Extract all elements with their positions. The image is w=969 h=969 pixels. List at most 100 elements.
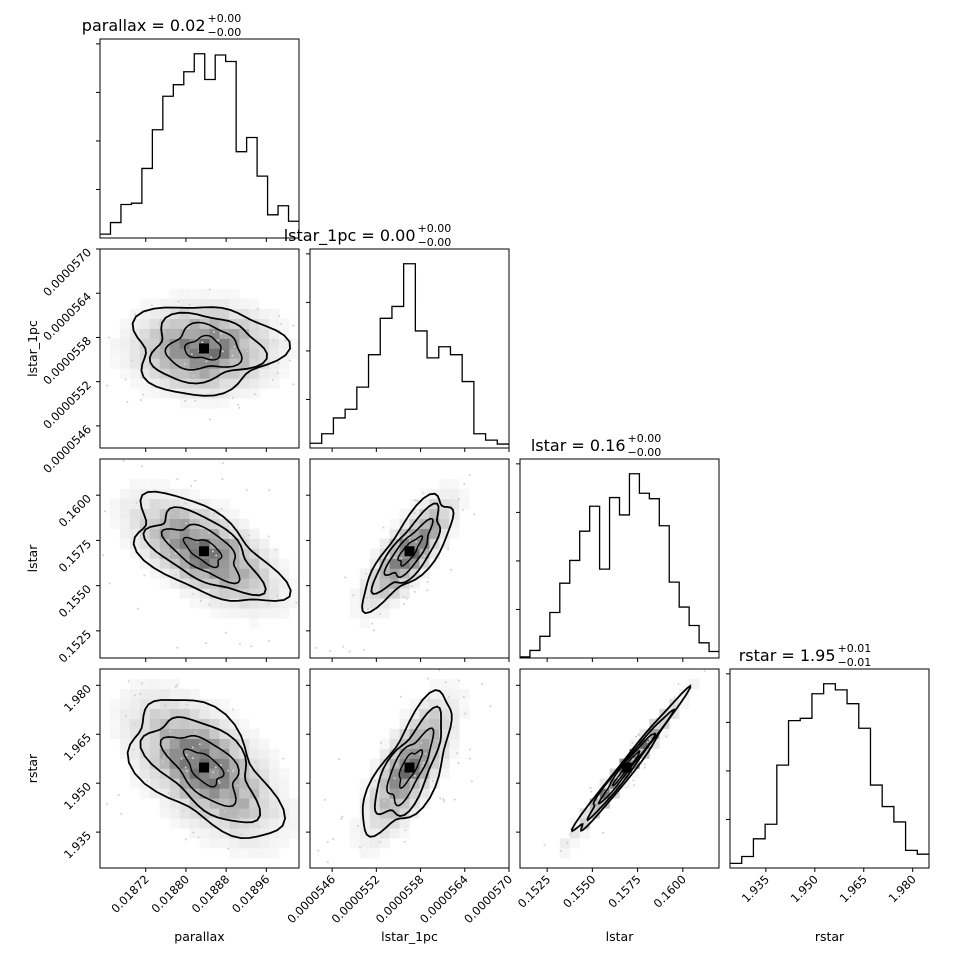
x-tick-label: 0.01880 xyxy=(149,872,193,916)
title-text: lstar = 0.16 xyxy=(531,436,626,455)
density-cell xyxy=(619,768,630,779)
density-cell xyxy=(169,298,180,309)
sample-point xyxy=(373,629,376,632)
density-cell xyxy=(169,518,180,529)
density-cell xyxy=(129,368,141,379)
density-cell xyxy=(379,608,390,619)
density-cell xyxy=(409,528,420,539)
y-tick-label: 1.965 xyxy=(61,730,94,763)
density-cell xyxy=(129,378,141,389)
density-cell xyxy=(169,498,180,510)
density-cell xyxy=(439,728,450,739)
sample-point xyxy=(284,339,287,342)
density-cell xyxy=(169,748,180,759)
sample-point xyxy=(233,345,236,348)
density-cell xyxy=(139,308,151,319)
density-cell xyxy=(249,578,260,589)
density-cell xyxy=(199,708,210,720)
density-cell xyxy=(449,528,460,539)
density-cell xyxy=(189,398,200,409)
x-tick-label: 0.1575 xyxy=(605,872,643,910)
density-cell xyxy=(439,718,450,729)
sample-point xyxy=(305,777,307,779)
density-cell xyxy=(139,478,151,490)
density-cell xyxy=(209,538,220,549)
density-cell xyxy=(159,738,170,749)
density-cell xyxy=(359,828,370,839)
density-content xyxy=(543,652,716,859)
density-cell xyxy=(209,348,220,359)
y-tick-label: 1.935 xyxy=(61,828,94,861)
density-cell xyxy=(409,788,420,799)
density-cell xyxy=(559,838,571,849)
density-cell xyxy=(159,758,170,769)
density-cell xyxy=(269,378,280,389)
x-axis-rstar: 1.935 1.950 1.965 1.980 rstar xyxy=(739,868,919,944)
sample-point xyxy=(379,840,382,843)
density-cell xyxy=(239,548,250,559)
sample-point xyxy=(714,652,716,654)
density-cell xyxy=(229,828,240,839)
sample-point xyxy=(559,849,562,852)
density-cell xyxy=(169,348,180,359)
density-cell xyxy=(269,558,280,569)
sample-point xyxy=(147,363,150,366)
density-cell xyxy=(439,758,450,769)
density-cell xyxy=(249,748,260,759)
density-content xyxy=(105,678,325,859)
density-cell xyxy=(379,538,390,549)
sample-point xyxy=(313,723,315,725)
sample-point xyxy=(323,853,325,855)
density-cell xyxy=(399,538,410,549)
sample-point xyxy=(338,758,341,761)
density-cell xyxy=(209,768,220,779)
density-cell xyxy=(429,738,440,749)
density-cell xyxy=(429,728,440,739)
density-cell xyxy=(399,818,410,829)
sample-point xyxy=(632,758,635,761)
contour-line xyxy=(131,306,292,397)
density-cell xyxy=(169,728,180,739)
density-cell xyxy=(219,368,230,379)
sample-point xyxy=(255,360,258,363)
density-cell xyxy=(219,508,230,519)
density-cell xyxy=(179,528,190,539)
density-cell xyxy=(149,768,160,779)
density-cell xyxy=(249,848,260,859)
density-cell xyxy=(239,338,250,349)
density-cell xyxy=(129,528,141,539)
density-panel-rstar-vs-lstar_1pc xyxy=(309,668,510,869)
density-cell xyxy=(199,558,210,569)
sample-point xyxy=(289,359,292,362)
sample-point xyxy=(227,769,230,772)
sample-point xyxy=(246,350,249,353)
density-cell xyxy=(249,788,260,799)
sample-point xyxy=(390,798,393,801)
sample-point xyxy=(303,285,305,287)
density-cell xyxy=(179,288,190,300)
density-cell xyxy=(189,688,200,700)
density-cell xyxy=(199,288,210,300)
density-cell xyxy=(409,808,420,819)
sample-point xyxy=(208,418,211,421)
density-cell xyxy=(169,578,180,589)
density-cell xyxy=(399,508,410,519)
density-cell xyxy=(269,358,280,369)
density-cell xyxy=(259,818,270,829)
density-cell xyxy=(279,358,290,369)
x-tick-label: 1.935 xyxy=(739,872,772,905)
density-cell xyxy=(209,378,220,389)
sample-point xyxy=(447,547,450,550)
contour-line xyxy=(386,727,435,807)
sample-point xyxy=(277,361,280,364)
sample-point xyxy=(422,492,425,495)
density-cell xyxy=(379,598,390,609)
density-cell xyxy=(399,558,410,569)
density-cell xyxy=(139,788,151,799)
sample-point xyxy=(253,549,256,552)
sample-point xyxy=(205,360,208,363)
sample-point xyxy=(415,499,418,502)
density-cell xyxy=(149,388,160,399)
sample-point xyxy=(365,572,368,575)
density-cell xyxy=(279,588,290,599)
